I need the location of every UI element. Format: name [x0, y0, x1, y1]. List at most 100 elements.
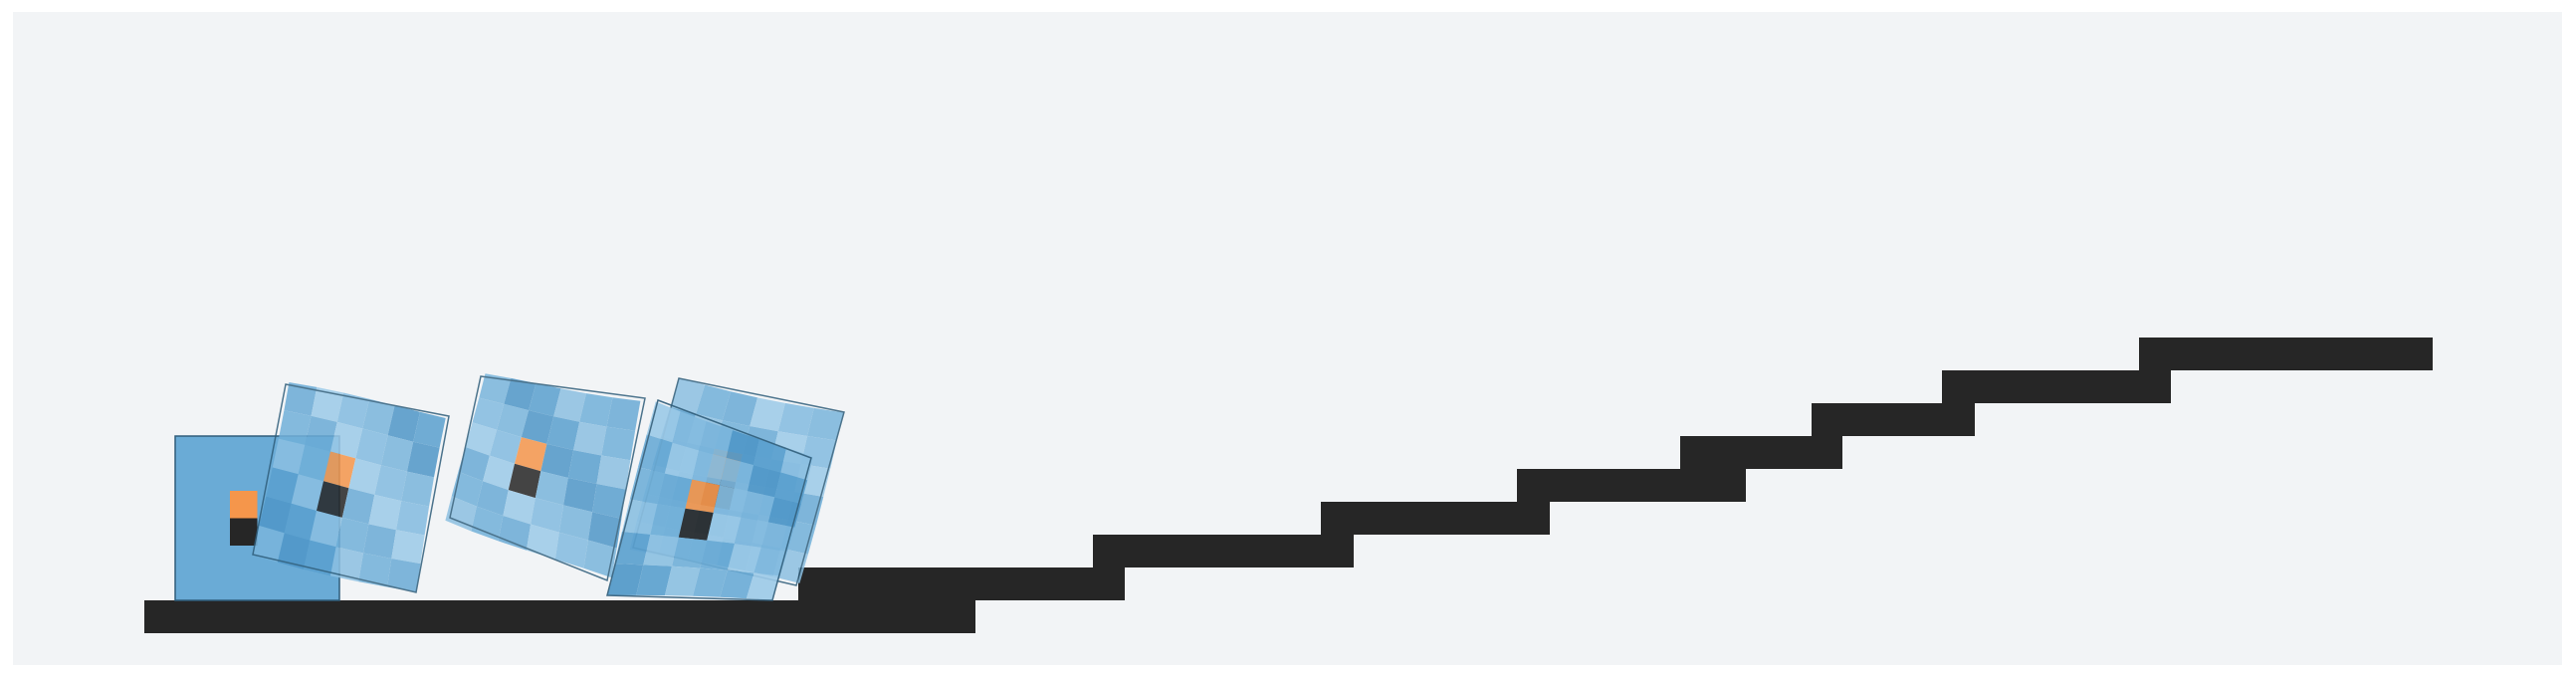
- body-cell: [202, 436, 230, 464]
- body-cell: [720, 569, 754, 599]
- body-cell: [368, 494, 402, 531]
- body-cell: [202, 518, 230, 546]
- body-cell: [497, 403, 530, 438]
- body-cell: [272, 438, 306, 475]
- stair-step-5: [1517, 469, 1746, 502]
- body-cell: [583, 540, 617, 578]
- staircase-terrain: [144, 338, 2433, 633]
- dark-marker-cell: [230, 518, 258, 546]
- body-cell: [700, 540, 735, 570]
- body-cell: [498, 516, 532, 551]
- body-cell: [230, 436, 258, 464]
- body-cell: [767, 497, 801, 528]
- body-cell: [587, 512, 622, 549]
- body-cell: [483, 455, 515, 491]
- body-cell: [230, 463, 258, 491]
- body-cell: [312, 572, 339, 600]
- body-cell: [726, 430, 759, 466]
- body-cell: [807, 407, 844, 441]
- body-cell: [734, 517, 768, 548]
- body-cell: [540, 443, 574, 478]
- body-cell: [546, 416, 580, 451]
- body-cell: [175, 546, 203, 573]
- body-cell: [391, 530, 425, 565]
- body-cell: [175, 463, 203, 491]
- body-cell: [535, 471, 568, 506]
- body-cell: [358, 553, 392, 587]
- body-cell: [553, 388, 586, 422]
- body-cell: [558, 505, 593, 541]
- body-cell: [202, 546, 230, 573]
- body-cell: [311, 386, 344, 422]
- body-cell: [777, 402, 814, 436]
- soft-body-tumbling-4: [606, 399, 814, 601]
- body-cell: [355, 428, 388, 466]
- body-cell: [230, 546, 258, 573]
- body-cell: [387, 405, 420, 442]
- body-cell: [458, 447, 490, 482]
- body-cell: [526, 524, 559, 560]
- body-cell: [503, 490, 536, 525]
- body-cell: [284, 503, 317, 541]
- body-cell: [746, 572, 780, 600]
- stair-step-6: [1680, 436, 1842, 469]
- body-cell: [713, 485, 748, 518]
- body-cell: [305, 415, 337, 452]
- body-cell: [472, 397, 505, 430]
- body-cell: [531, 498, 564, 533]
- stair-step-3: [1093, 535, 1354, 567]
- body-cell: [670, 377, 706, 414]
- body-cell: [465, 422, 498, 456]
- body-cell: [696, 384, 732, 421]
- body-cell: [476, 481, 509, 516]
- body-cell: [722, 391, 758, 426]
- body-cell: [636, 565, 672, 596]
- body-cell: [387, 559, 421, 592]
- orange-marker-cell: [685, 479, 721, 513]
- body-cell: [699, 421, 733, 458]
- dark-marker-cell: [508, 463, 541, 499]
- body-cell: [529, 383, 561, 417]
- body-cell: [720, 457, 753, 492]
- body-cell: [606, 397, 641, 431]
- body-cell: [278, 410, 312, 445]
- body-cell: [471, 506, 504, 542]
- body-cell: [727, 544, 761, 573]
- body-cell: [607, 564, 644, 595]
- stair-step-1: [144, 600, 975, 633]
- body-cell: [451, 471, 484, 507]
- body-cell: [672, 537, 708, 568]
- body-cell: [230, 572, 258, 600]
- body-cell: [592, 484, 626, 519]
- body-cell: [406, 441, 440, 478]
- orange-marker-cell: [230, 491, 258, 519]
- body-cell: [657, 473, 693, 509]
- body-cell: [504, 377, 537, 411]
- body-cell: [362, 398, 395, 436]
- body-cell: [774, 472, 808, 504]
- stair-step-7: [1812, 403, 1975, 436]
- body-cell: [374, 465, 407, 502]
- body-cell: [707, 513, 742, 544]
- body-cell: [348, 458, 381, 495]
- body-cell: [753, 439, 787, 473]
- body-cell: [693, 567, 728, 597]
- body-cell: [664, 566, 701, 596]
- body-cell: [563, 478, 597, 513]
- body-cell: [643, 534, 679, 566]
- dark-marker-cell: [317, 481, 349, 518]
- body-cell: [202, 572, 230, 600]
- body-cell: [175, 491, 203, 519]
- body-cell: [521, 410, 554, 444]
- body-cell: [175, 436, 203, 464]
- body-cell: [202, 463, 230, 491]
- body-outline: [449, 375, 646, 582]
- body-cell: [401, 471, 434, 507]
- body-cell: [291, 474, 323, 511]
- body-cell: [760, 522, 795, 553]
- soft-body-tumbling-2: [445, 373, 646, 582]
- stair-step-2: [798, 567, 1125, 600]
- stair-step-9: [2139, 338, 2433, 370]
- body-cell: [284, 382, 318, 416]
